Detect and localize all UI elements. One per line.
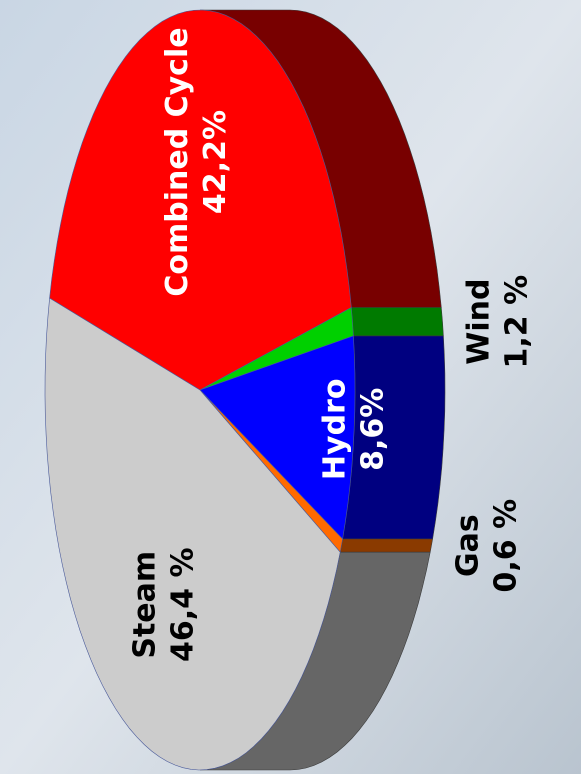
pie-slice xyxy=(49,9,352,391)
slice-name: Gas xyxy=(450,514,485,577)
pie-plot: Combined Cycle 42,2% Wind 1,2 % Hydro 8,6% Gas… xyxy=(44,9,534,771)
slice-name: Wind xyxy=(461,279,496,365)
pie-side xyxy=(339,538,433,553)
slice-name: Steam xyxy=(128,551,163,659)
pie-slice xyxy=(199,335,356,540)
slice-name: Combined Cycle xyxy=(160,27,195,296)
pie-side xyxy=(350,307,444,337)
pie-slice xyxy=(44,297,341,771)
slice-value-label: 1,2 % xyxy=(499,275,534,369)
slice-value-label: 8,6% xyxy=(356,388,391,471)
slice-value-label: 46,4 % xyxy=(166,547,201,662)
slice-value-label: 42,2% xyxy=(198,110,233,214)
slice-name: Hydro xyxy=(318,379,353,481)
slice-value-label: 0,6 % xyxy=(488,499,523,593)
